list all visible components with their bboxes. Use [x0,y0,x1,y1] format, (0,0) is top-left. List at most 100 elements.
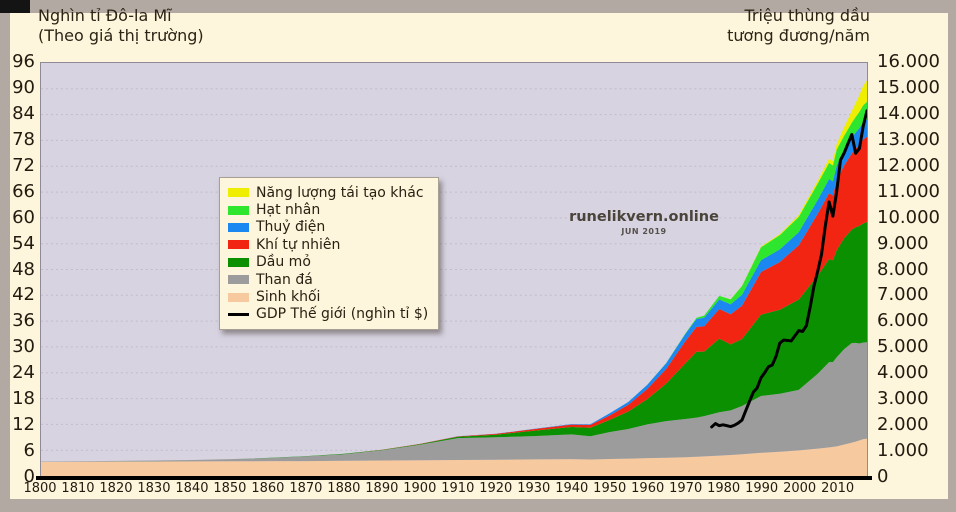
area-series-0 [41,438,867,476]
x-tick-1830: 1830 [137,481,171,496]
right-tick-9.000: 9.000 [877,232,929,254]
right-axis-title: Triệu thùng dầu tương đương/năm [727,6,870,46]
left-tick-30: 30 [12,336,35,358]
right-tick-16.000: 16.000 [877,51,940,72]
x-tick-1910: 1910 [441,481,475,496]
right-tick-1.000: 1.000 [877,440,929,462]
left-tick-72: 72 [12,154,35,176]
right-tick-13.000: 13.000 [877,128,940,150]
right-tick-15.000: 15.000 [877,76,940,98]
legend-label: Thuỷ điện [256,219,326,236]
area-series-1 [41,342,867,462]
legend-label: Sinh khối [256,289,321,306]
left-tick-54: 54 [12,232,35,254]
stacked-area-chart [41,80,867,476]
legend-label: Than đá [256,271,313,288]
legend-item-7: GDP Thế giới (nghìn tỉ $) [228,306,428,323]
right-tick-5.000: 5.000 [877,336,929,358]
x-tick-1800: 1800 [23,481,57,496]
left-tick-66: 66 [12,180,35,202]
x-tick-1810: 1810 [61,481,95,496]
legend-item-0: Năng lượng tái tạo khác [228,184,428,201]
left-tick-60: 60 [12,206,35,228]
legend-item-1: Hạt nhân [228,201,428,218]
legend-swatch-icon [228,312,249,316]
left-axis-title-line1: Nghìn tỉ Đô-la Mĩ [38,6,172,25]
x-tick-1860: 1860 [251,481,285,496]
legend-label: Năng lượng tái tạo khác [256,184,424,201]
right-axis-title-line2: tương đương/năm [727,26,870,45]
legend-item-6: Sinh khối [228,288,428,305]
left-tick-36: 36 [12,310,35,332]
left-tick-84: 84 [12,102,35,124]
legend-item-5: Than đá [228,271,428,288]
left-tick-6: 6 [23,440,35,462]
x-tick-1890: 1890 [365,481,399,496]
right-tick-12.000: 12.000 [877,154,940,176]
x-tick-2010: 2010 [821,481,855,496]
right-tick-4.000: 4.000 [877,362,929,384]
x-tick-1870: 1870 [289,481,323,496]
right-tick-14.000: 14.000 [877,102,940,124]
left-tick-18: 18 [12,388,35,410]
x-tick-1820: 1820 [99,481,133,496]
x-tick-1880: 1880 [327,481,361,496]
left-tick-12: 12 [12,414,35,436]
x-tick-1900: 1900 [403,481,437,496]
legend-swatch-icon [228,292,249,302]
legend-item-4: Dầu mỏ [228,254,428,271]
right-tick-10.000: 10.000 [877,206,940,228]
legend-swatch-icon [228,275,249,285]
x-tick-1940: 1940 [555,481,589,496]
legend-item-2: Thuỷ điện [228,219,428,236]
legend-item-3: Khí tự nhiên [228,236,428,253]
left-axis-title: Nghìn tỉ Đô-la Mĩ (Theo giá thị trường) [38,6,204,46]
legend-label: Khí tự nhiên [256,236,341,253]
left-tick-78: 78 [12,128,35,150]
right-tick-8.000: 8.000 [877,258,929,280]
legend-label: Hạt nhân [256,202,321,219]
x-tick-1920: 1920 [479,481,513,496]
x-tick-2000: 2000 [783,481,817,496]
right-tick-6.000: 6.000 [877,310,929,332]
left-axis-title-line2: (Theo giá thị trường) [38,26,204,45]
x-axis-line [36,476,872,480]
right-tick-0: 0 [877,466,889,487]
area-series-2 [41,222,867,462]
watermark-date: JUN 2019 [621,227,667,236]
legend-swatch-icon [228,240,249,250]
watermark: runelikvern.online JUN 2019 [539,209,749,236]
right-axis-title-line1: Triệu thùng dầu [744,6,870,25]
x-tick-1980: 1980 [707,481,741,496]
legend-swatch-icon [228,205,249,215]
x-tick-1850: 1850 [213,481,247,496]
legend-swatch-icon [228,188,249,198]
top-left-black-corner [0,0,30,13]
left-tick-42: 42 [12,284,35,306]
left-tick-24: 24 [12,362,35,384]
left-tick-48: 48 [12,258,35,280]
area-series-3 [41,136,867,462]
legend-label: Dầu mỏ [256,254,311,271]
legend: Năng lượng tái tạo khác Hạt nhân Thuỷ điện… [219,177,440,331]
right-tick-2.000: 2.000 [877,414,929,436]
watermark-text: runelikvern.online [569,209,719,225]
plot-area: runelikvern.online JUN 2019 Năng lượng t… [40,62,868,477]
right-tick-11.000: 11.000 [877,180,940,202]
gdp-line [710,109,867,429]
x-tick-1930: 1930 [517,481,551,496]
left-tick-0: 0 [23,466,35,487]
legend-swatch-icon [228,222,249,232]
left-tick-96: 96 [12,51,35,72]
x-tick-1950: 1950 [593,481,627,496]
x-tick-1840: 1840 [175,481,209,496]
x-tick-1970: 1970 [669,481,703,496]
x-tick-1990: 1990 [745,481,779,496]
right-tick-3.000: 3.000 [877,388,929,410]
x-tick-1960: 1960 [631,481,665,496]
legend-swatch-icon [228,257,249,267]
legend-label: GDP Thế giới (nghìn tỉ $) [256,306,429,323]
right-tick-7.000: 7.000 [877,284,929,306]
left-tick-90: 90 [12,76,35,98]
